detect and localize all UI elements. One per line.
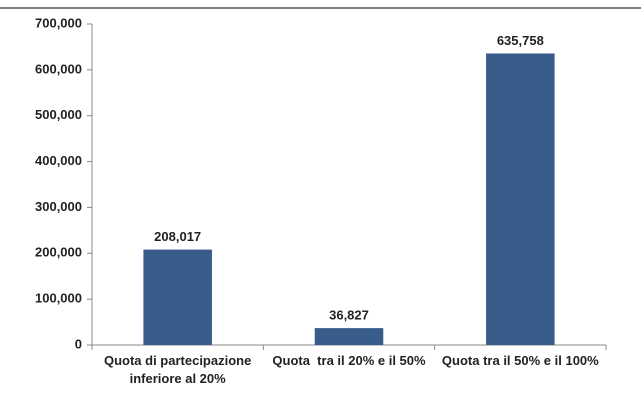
x-tick-label: Quota tra il 20% e il 50%: [272, 353, 426, 368]
x-tick-label: Quota tra il 50% e il 100%: [441, 353, 599, 368]
bar: [143, 249, 212, 345]
value-label: 36,827: [329, 308, 369, 323]
y-tick-label: 600,000: [35, 61, 82, 76]
y-tick-label: 100,000: [35, 291, 82, 306]
y-tick-label: 0: [75, 336, 82, 351]
value-label: 208,017: [154, 229, 201, 244]
x-tick-label: Quota di partecipazione inferiore al 20%: [103, 353, 255, 386]
y-tick-label: 300,000: [35, 199, 82, 214]
y-tick-label: 700,000: [35, 15, 82, 30]
value-label: 635,758: [497, 33, 544, 48]
y-tick-label: 200,000: [35, 245, 82, 260]
y-tick-label: 500,000: [35, 107, 82, 122]
bar: [486, 53, 555, 346]
bar: [314, 328, 384, 345]
y-tick-label: 400,000: [35, 153, 82, 168]
